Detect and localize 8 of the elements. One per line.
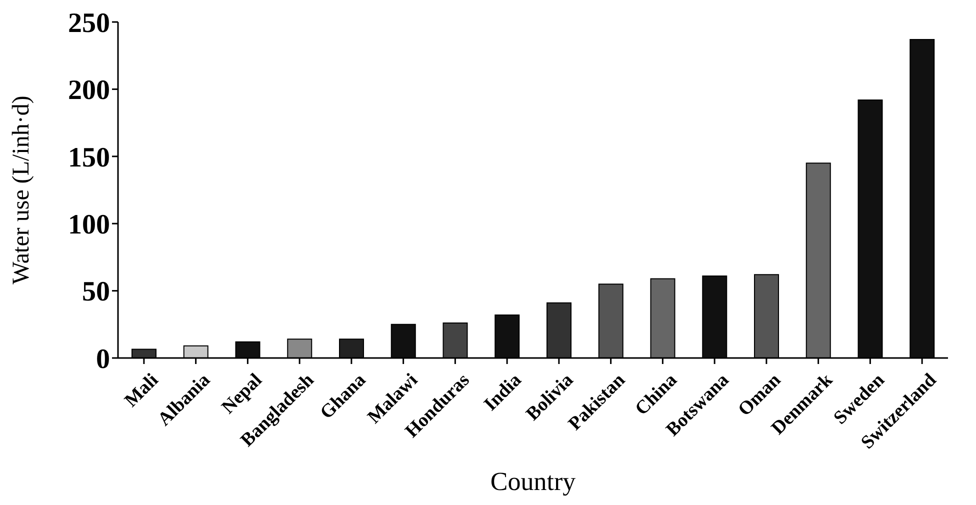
y-tick-label: 100 — [68, 210, 110, 241]
y-tick-label: 50 — [82, 276, 110, 308]
y-tick-label: 150 — [68, 142, 110, 174]
y-tick-label: 200 — [68, 75, 110, 106]
y-tick-label: 250 — [68, 8, 110, 39]
y-axis-title: Water use (L/inh·d) — [8, 96, 35, 284]
y-tick-label: 0 — [96, 344, 110, 375]
x-axis-title: Country — [490, 467, 576, 496]
